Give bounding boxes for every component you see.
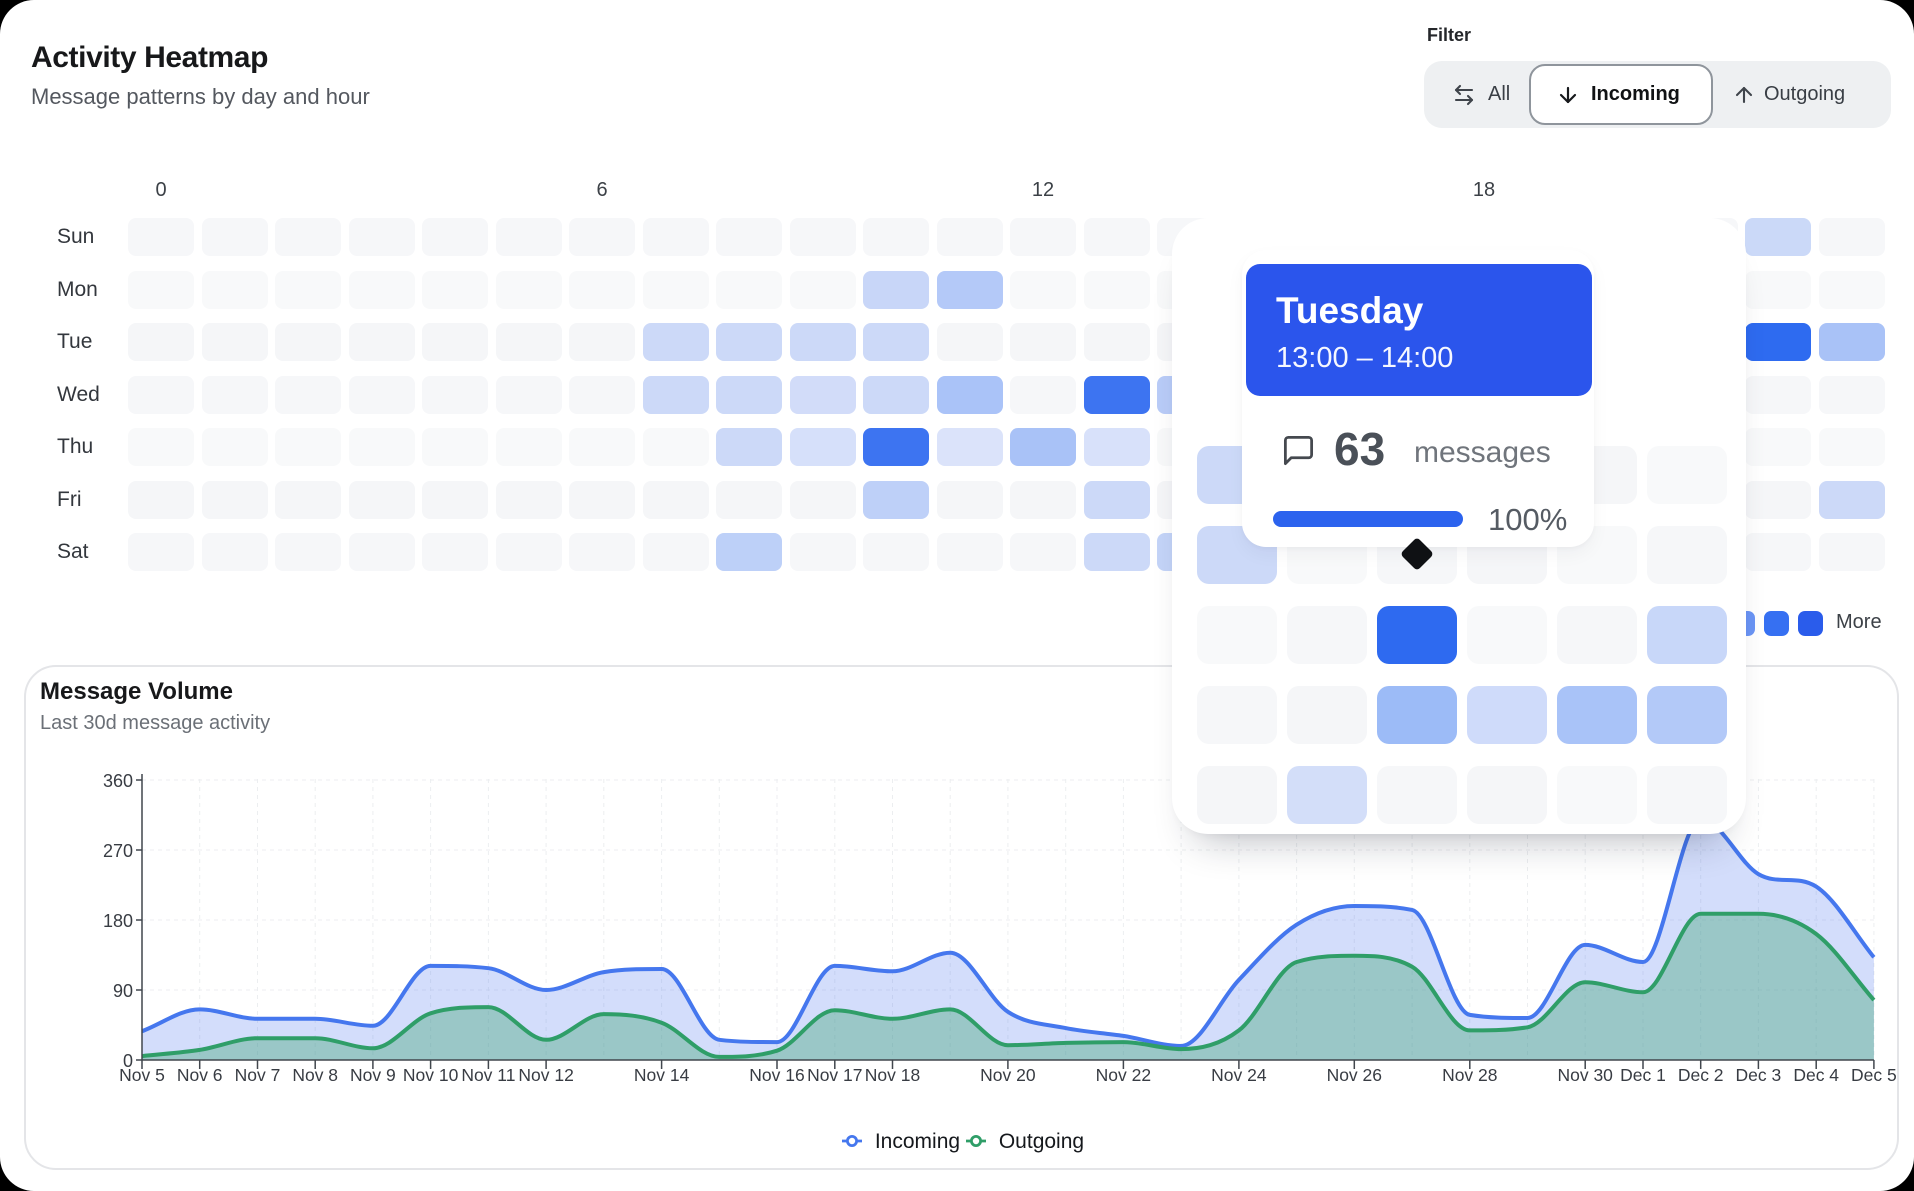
svg-text:Nov 24: Nov 24 [1211,1065,1267,1085]
svg-text:Nov 11: Nov 11 [461,1065,515,1085]
svg-text:Nov 6: Nov 6 [177,1065,223,1085]
svg-text:Nov 28: Nov 28 [1442,1065,1497,1085]
svg-text:Dec 5: Dec 5 [1851,1065,1897,1085]
svg-text:Nov 22: Nov 22 [1096,1065,1151,1085]
svg-text:Nov 8: Nov 8 [292,1065,338,1085]
svg-text:Nov 10: Nov 10 [403,1065,459,1085]
svg-text:0: 0 [123,1051,133,1071]
svg-text:Nov 5: Nov 5 [119,1065,165,1085]
svg-text:90: 90 [113,981,133,1001]
svg-text:Nov 14: Nov 14 [634,1065,690,1085]
svg-text:Nov 26: Nov 26 [1327,1065,1382,1085]
svg-text:Nov 9: Nov 9 [350,1065,396,1085]
svg-text:Nov 12: Nov 12 [518,1065,573,1085]
svg-text:Dec 4: Dec 4 [1793,1065,1839,1085]
svg-text:Dec 2: Dec 2 [1678,1065,1724,1085]
svg-text:360: 360 [103,771,133,791]
svg-text:Nov 18: Nov 18 [865,1065,920,1085]
svg-text:Nov 30: Nov 30 [1557,1065,1613,1085]
svg-text:270: 270 [103,841,133,861]
svg-text:Nov 17: Nov 17 [807,1065,862,1085]
svg-text:Nov 16: Nov 16 [749,1065,804,1085]
svg-text:Nov 20: Nov 20 [980,1065,1036,1085]
svg-text:180: 180 [103,911,133,931]
svg-text:Dec 3: Dec 3 [1736,1065,1782,1085]
svg-text:Nov 7: Nov 7 [235,1065,281,1085]
svg-text:Dec 1: Dec 1 [1620,1065,1666,1085]
